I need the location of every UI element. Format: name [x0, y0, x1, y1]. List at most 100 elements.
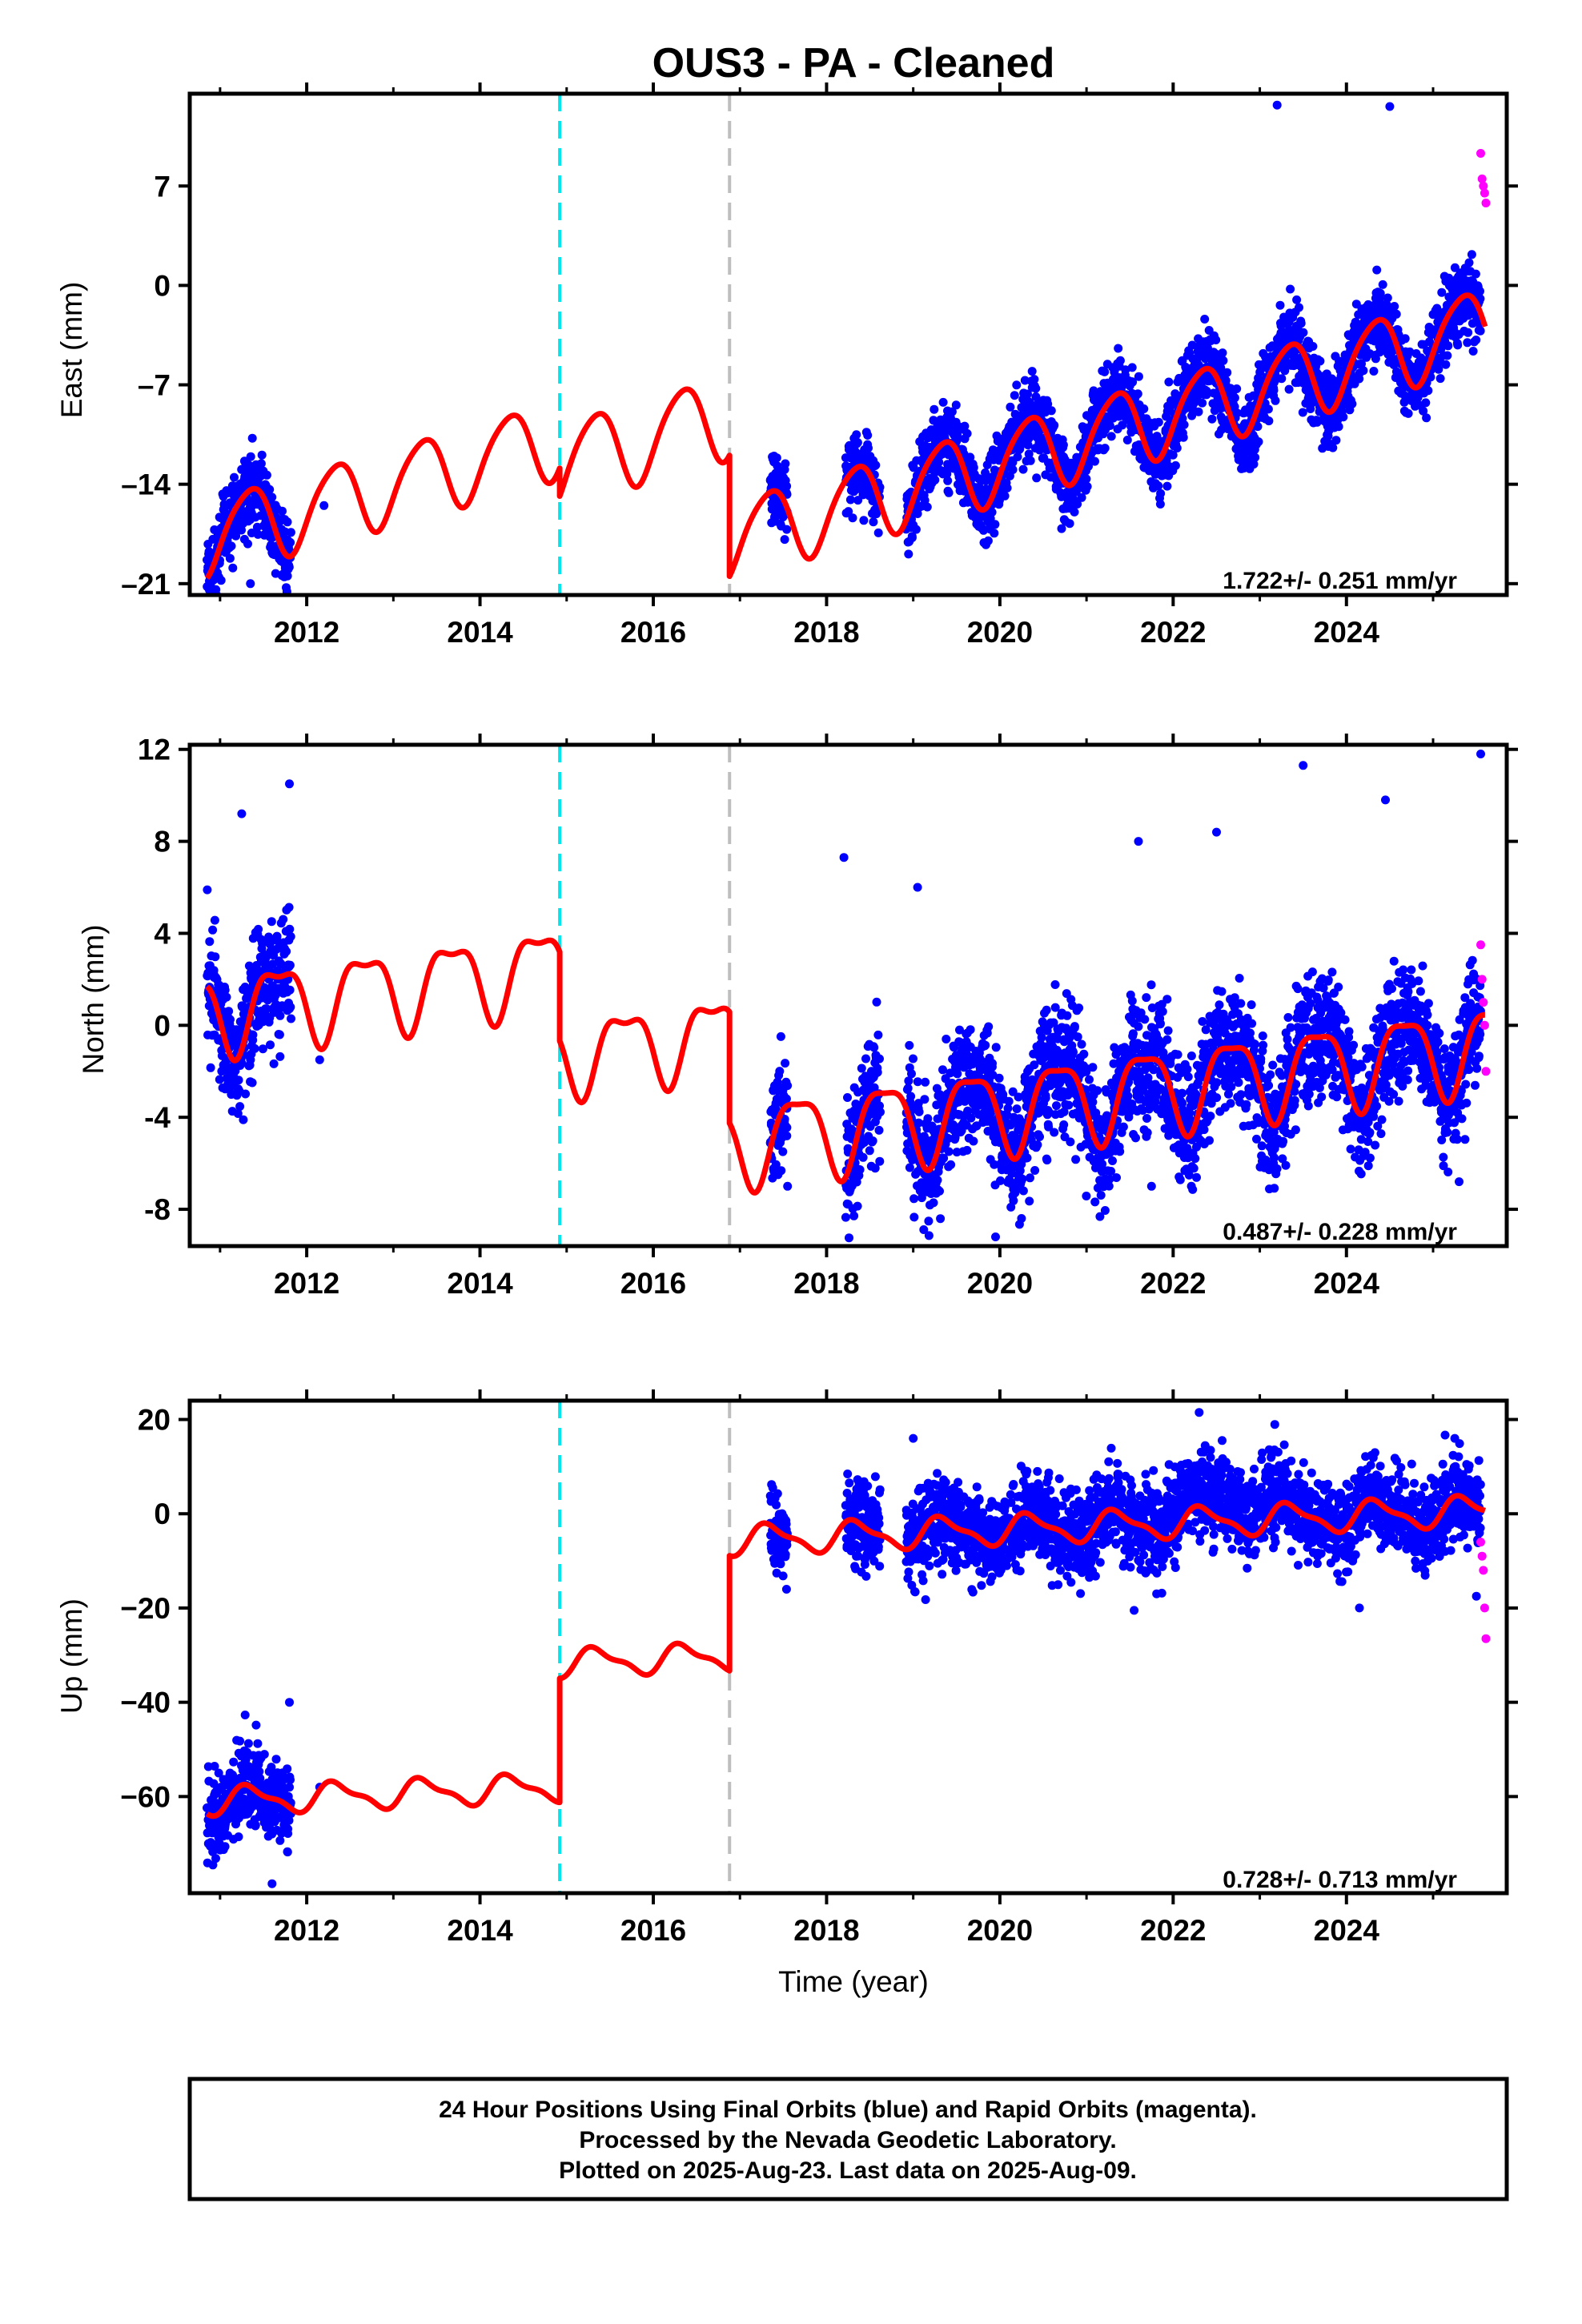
east-final-point: [922, 502, 932, 512]
north-final-point: [963, 1106, 973, 1116]
east-final-point: [1070, 507, 1079, 517]
east-final-point: [1114, 344, 1123, 353]
east-final-point: [1334, 422, 1343, 432]
north-final-point: [1128, 1029, 1138, 1039]
north-final-point: [1026, 1173, 1034, 1183]
north-final-point: [254, 924, 263, 934]
north-final-point: [1030, 1166, 1040, 1175]
north-final-point: [1062, 1011, 1072, 1020]
east-final-point: [243, 539, 252, 549]
east-final-point: [1100, 367, 1110, 376]
east-final-point: [1023, 389, 1032, 399]
east-final-point: [253, 529, 263, 539]
north-final-point: [841, 1212, 850, 1222]
east-final-point: [1133, 389, 1142, 399]
east-final-point: [966, 452, 975, 462]
north-final-point: [909, 1054, 917, 1063]
east-final-point: [1026, 456, 1035, 465]
north-final-point: [262, 1004, 271, 1014]
east-final-point: [1437, 287, 1447, 297]
east-final-point: [990, 520, 1000, 529]
north-final-point: [1217, 987, 1227, 996]
north-final-point: [855, 1165, 865, 1175]
north-final-point: [1199, 1125, 1209, 1135]
north-final-point: [990, 1160, 999, 1169]
north-final-point: [1198, 1017, 1207, 1026]
north-final-point: [1004, 1096, 1014, 1106]
north-final-point: [226, 1015, 235, 1024]
north-final-point: [870, 1164, 880, 1173]
north-final-point: [1215, 1000, 1224, 1010]
east-final-point: [262, 470, 271, 480]
north-final-point: [914, 1118, 923, 1128]
east-final-point: [1249, 460, 1259, 469]
east-final-point: [1127, 363, 1137, 372]
east-final-point: [1008, 465, 1018, 474]
east-final-point: [909, 463, 918, 472]
north-final-point: [267, 917, 276, 927]
east-final-point: [1464, 258, 1474, 267]
east-final-point: [951, 400, 961, 410]
east-final-point: [1043, 400, 1053, 408]
east-final-point: [907, 533, 917, 542]
east-final-point: [1202, 386, 1211, 396]
east-final-point: [1032, 473, 1042, 483]
north-final-point: [905, 1163, 914, 1172]
east-final-point: [1371, 354, 1380, 364]
east-final-point: [782, 481, 792, 491]
east-final-point: [257, 450, 267, 460]
north-final-point: [950, 1132, 960, 1142]
east-final-point: [863, 431, 873, 440]
east-final-point: [859, 516, 869, 525]
east-final-point: [1331, 436, 1341, 445]
east-rapid-point: [1476, 149, 1485, 158]
north-final-point: [1183, 1072, 1193, 1082]
east-final-point: [1421, 398, 1431, 408]
north-final-point: [1212, 1093, 1222, 1103]
north-final-point: [1090, 1197, 1100, 1207]
north-final-point: [996, 1176, 1005, 1185]
north-final-point: [1134, 1022, 1143, 1031]
east-final-point: [1198, 398, 1207, 408]
east-final-point: [772, 453, 781, 463]
north-final-point: [1082, 1192, 1091, 1200]
north-final-point: [275, 1030, 284, 1039]
east-final-point: [1339, 412, 1348, 422]
north-final-point: [1012, 1104, 1022, 1114]
east-final-point: [1155, 500, 1165, 509]
east-final-point: [1105, 421, 1114, 430]
north-final-point: [843, 1093, 852, 1102]
north-final-point: [906, 1092, 916, 1101]
east-final-point: [960, 421, 970, 431]
north-final-point: [1044, 1122, 1054, 1132]
east-final-point: [1050, 420, 1059, 430]
north-final-point: [909, 1212, 919, 1222]
north-final-point: [933, 1176, 942, 1185]
north-final-point: [269, 1059, 279, 1068]
east-final-point: [1423, 386, 1433, 396]
north-final-point: [875, 1054, 884, 1063]
east-final-point: [1058, 440, 1068, 450]
north-axis-label: North (mm): [77, 924, 110, 1074]
east-final-point: [1299, 328, 1308, 337]
east-final-point: [930, 475, 940, 485]
east-y-tick-label: –7: [138, 369, 171, 402]
north-final-point: [222, 992, 231, 1002]
north-final-point: [1030, 1060, 1039, 1070]
east-x-tick-label: 2022: [1140, 616, 1206, 649]
north-final-point: [1108, 1156, 1117, 1165]
north-final-point: [233, 1109, 243, 1118]
north-final-point: [258, 1044, 267, 1054]
north-final-point: [1050, 1128, 1059, 1137]
north-final-point: [781, 1094, 791, 1104]
east-final-point: [1057, 524, 1066, 533]
east-final-point: [1315, 356, 1325, 366]
north-final-point: [991, 1043, 1001, 1052]
east-final-point: [1106, 432, 1116, 441]
north-final-point: [1050, 1003, 1060, 1012]
north-final-point: [1178, 1099, 1187, 1108]
east-outlier-point: [1385, 102, 1395, 111]
east-final-point: [1253, 422, 1263, 432]
